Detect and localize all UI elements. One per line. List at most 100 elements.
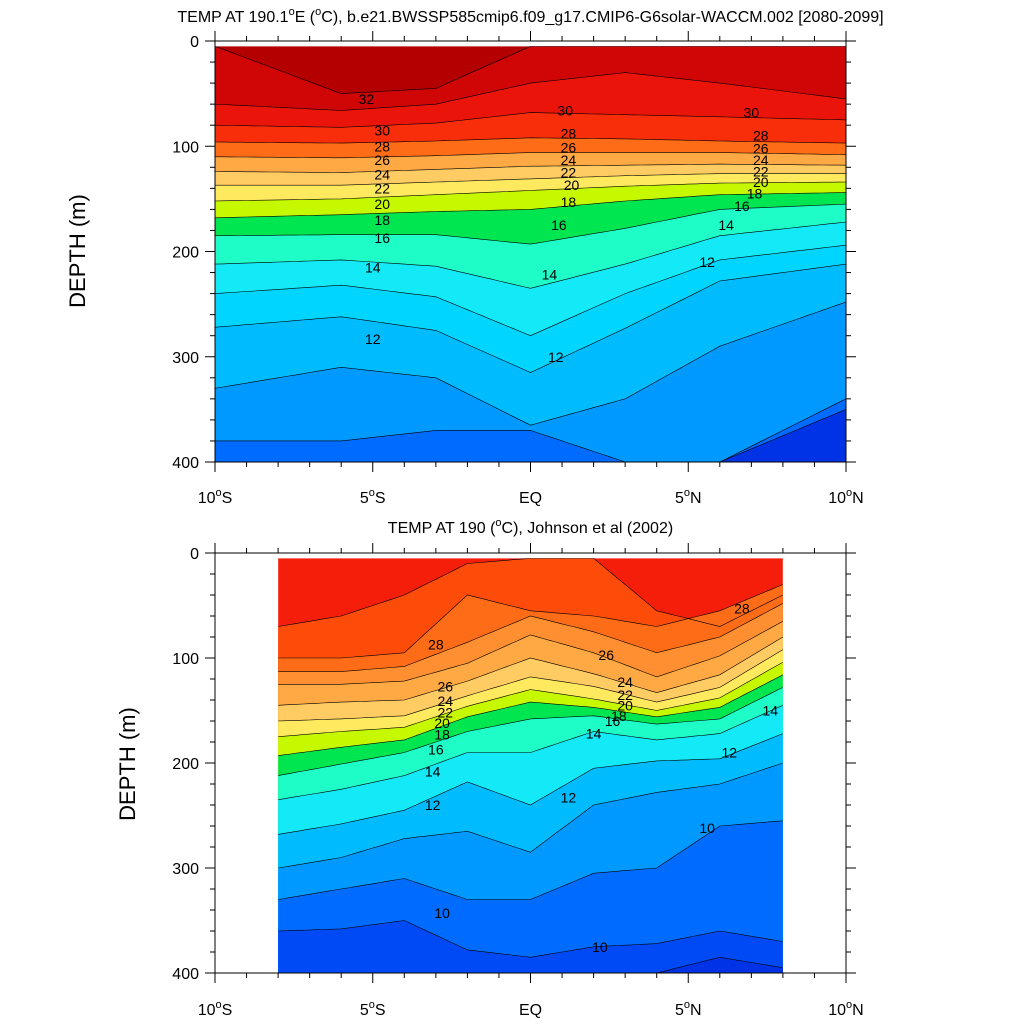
contour-line xyxy=(215,263,846,373)
contour-line xyxy=(215,398,846,462)
contour-label: 20 xyxy=(753,174,769,190)
contour-label: 14 xyxy=(718,217,734,233)
contour-label: 20 xyxy=(617,697,633,713)
contour-line xyxy=(215,72,846,111)
y-tick-label: 300 xyxy=(172,861,199,878)
contour-label: 32 xyxy=(359,91,375,107)
contour-label: 26 xyxy=(438,678,454,694)
contour-label: 16 xyxy=(734,198,750,214)
contour-label: 26 xyxy=(753,140,769,156)
contour-label: 24 xyxy=(374,167,390,183)
contour-line xyxy=(278,762,783,869)
contour-line xyxy=(215,301,846,426)
contour-label: 22 xyxy=(561,165,577,181)
contour-line xyxy=(278,674,783,756)
contour-line xyxy=(278,705,783,801)
contour-line xyxy=(215,112,846,128)
contour-label: 14 xyxy=(586,726,602,742)
contour-label: 14 xyxy=(542,267,558,283)
contour-field xyxy=(278,558,783,973)
contour-label: 10 xyxy=(592,939,608,955)
x-tick-label: EQ xyxy=(519,1002,542,1019)
x-tick-label: 5oN xyxy=(675,487,702,507)
contour-line xyxy=(278,920,783,958)
contour-label: 22 xyxy=(617,687,633,703)
chart-title: TEMP AT 190.1oE (oC), b.e21.BWSSP585cmip… xyxy=(177,6,883,26)
contour-line xyxy=(278,733,783,835)
x-tick-label: 5oS xyxy=(360,487,386,507)
contour-label: 10 xyxy=(434,905,450,921)
y-tick-label: 0 xyxy=(190,546,199,563)
contour-label: 12 xyxy=(365,331,381,347)
contour-label: 24 xyxy=(617,674,633,690)
contour-label: 22 xyxy=(374,180,390,196)
y-tick-label: 100 xyxy=(172,139,199,156)
contour-label: 12 xyxy=(561,790,577,806)
contour-line xyxy=(215,244,846,337)
contour-line xyxy=(278,956,783,973)
y-tick-label: 300 xyxy=(172,350,199,367)
contour-label: 14 xyxy=(762,703,778,719)
x-tick-label: 10oN xyxy=(828,999,863,1019)
contour-label: 10 xyxy=(699,820,715,836)
contour-label: 18 xyxy=(611,708,627,724)
contour-label: 28 xyxy=(428,636,444,652)
y-axis-label: DEPTH (m) xyxy=(115,707,140,821)
contour-line xyxy=(215,221,846,289)
contour-label: 30 xyxy=(374,122,390,138)
contour-band xyxy=(278,920,783,973)
contour-label: 28 xyxy=(753,128,769,144)
contour-label: 18 xyxy=(747,186,763,202)
x-tick-label: 10oS xyxy=(198,487,233,507)
contour-label: 28 xyxy=(374,138,390,154)
contour-label: 28 xyxy=(734,601,750,617)
contour-label: 22 xyxy=(438,705,454,721)
contour-band xyxy=(215,302,846,462)
contour-line xyxy=(278,584,783,659)
contour-line xyxy=(215,181,846,202)
contour-label: 20 xyxy=(374,196,390,212)
contour-label: 16 xyxy=(551,217,567,233)
contour-label: 28 xyxy=(561,126,577,142)
contour-line xyxy=(215,173,846,186)
y-tick-label: 0 xyxy=(190,34,199,51)
contour-line xyxy=(278,558,783,627)
contour-label: 20 xyxy=(564,177,580,193)
chart-title: TEMP AT 190 (oC), Johnson et al (2002) xyxy=(388,517,673,537)
y-tick-label: 200 xyxy=(172,756,199,773)
contour-line xyxy=(278,820,783,900)
contour-label: 16 xyxy=(374,230,390,246)
contour-label: 12 xyxy=(721,745,737,761)
contour-label: 14 xyxy=(425,763,441,779)
contour-line xyxy=(278,661,783,738)
contour-label: 26 xyxy=(598,647,614,663)
x-tick-label: EQ xyxy=(519,490,542,507)
contour-line xyxy=(278,603,783,672)
contour-label: 18 xyxy=(434,727,450,743)
contour-label: 14 xyxy=(365,259,381,275)
contour-label: 12 xyxy=(425,797,441,813)
contour-label: 12 xyxy=(548,349,564,365)
contour-line xyxy=(215,192,846,219)
contour-label: 20 xyxy=(434,715,450,731)
panel-1: 3230282624222018161412302826242220181614… xyxy=(65,6,884,507)
contour-label: 24 xyxy=(438,693,454,709)
y-tick-label: 400 xyxy=(172,455,199,472)
contour-line xyxy=(215,163,846,173)
contour-label: 18 xyxy=(561,194,577,210)
contour-line xyxy=(278,636,783,706)
contour-band xyxy=(278,957,783,973)
contour-label: 16 xyxy=(428,741,444,757)
contour-line xyxy=(215,203,846,245)
x-tick-label: 5oN xyxy=(675,999,702,1019)
panel-2: 2826242220181614121026242220181614121010… xyxy=(115,517,864,1019)
x-tick-label: 10oS xyxy=(198,999,233,1019)
contour-label: 22 xyxy=(753,164,769,180)
x-tick-label: 5oS xyxy=(360,999,386,1019)
contour-label: 26 xyxy=(374,152,390,168)
contour-label: 30 xyxy=(744,105,760,121)
contour-label: 18 xyxy=(374,212,390,228)
contour-line xyxy=(215,46,846,94)
contour-field xyxy=(215,46,846,462)
